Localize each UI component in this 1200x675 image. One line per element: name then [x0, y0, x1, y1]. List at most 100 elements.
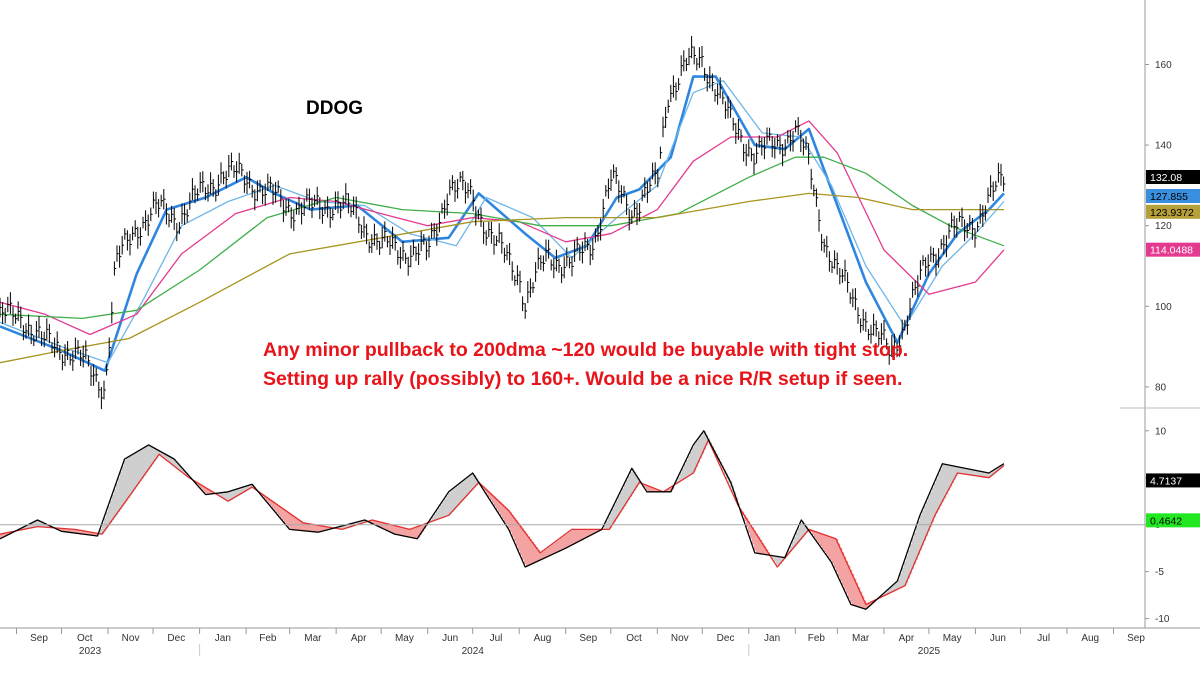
oscillator-fill-slice	[796, 532, 799, 545]
oscillator-fill-slice	[854, 578, 857, 606]
oscillator-y-tick-label: -5	[1155, 567, 1164, 578]
oscillator-fill-slice	[390, 524, 393, 532]
oscillator-fill-slice	[154, 447, 157, 462]
x-month-label: Nov	[122, 633, 140, 644]
oscillator-fill-slice	[522, 528, 525, 560]
oscillator-fill-slice	[296, 517, 299, 531]
oscillator-fill-slice	[862, 596, 865, 609]
oscillator-fill-slice	[344, 525, 347, 529]
oscillator-last-value-tag: 0.4642	[1146, 513, 1200, 528]
oscillator-fill-slice	[136, 452, 139, 487]
oscillator-fill-slice	[968, 468, 971, 475]
oscillator-fill-slice	[982, 471, 985, 477]
oscillator-fill-slice	[556, 541, 559, 553]
oscillator-fill-slice	[302, 522, 305, 531]
oscillator-fill-slice	[946, 464, 949, 495]
oscillator-fill-slice	[244, 486, 247, 492]
oscillator-fill-slice	[612, 508, 615, 526]
oscillator-fill-slice	[576, 529, 579, 543]
oscillator-fill-slice	[650, 486, 653, 492]
oscillator-fill-slice	[2, 533, 5, 538]
oscillator-fill-slice	[700, 435, 703, 459]
oscillator-fill-slice	[868, 603, 871, 608]
oscillator-fill-slice	[144, 447, 147, 476]
x-month-label: Jan	[215, 633, 231, 644]
oscillator-fill-slice	[520, 525, 523, 556]
oscillator-fill-slice	[220, 492, 223, 497]
oscillator-fill-slice	[240, 488, 243, 495]
oscillator-fill-slice	[838, 543, 841, 577]
oscillator-fill-slice	[888, 589, 891, 594]
oscillator-fill-slice	[636, 474, 639, 488]
oscillator-fill-slice	[170, 456, 173, 463]
oscillator-fill-slice	[806, 526, 809, 533]
oscillator-fill-slice	[830, 536, 833, 561]
oscillator-signal-line	[0, 439, 1005, 606]
oscillator-fill-slice	[210, 490, 213, 495]
oscillator-last-value-tag-label: 0.4642	[1150, 515, 1182, 527]
oscillator-fill-slice	[374, 520, 377, 525]
oscillator-fill-slice	[502, 504, 505, 519]
x-year-label: 2024	[462, 646, 485, 657]
oscillator-y-tick-label: 10	[1155, 426, 1167, 437]
oscillator-fill-slice	[762, 542, 765, 554]
oscillator-fill-slice	[94, 532, 97, 536]
oscillator-fill-slice	[568, 532, 571, 547]
oscillator-fill-slice	[74, 529, 77, 533]
oscillator-fill-slice	[990, 472, 993, 477]
x-month-label: May	[943, 633, 962, 644]
oscillator-fill-slice	[904, 561, 907, 587]
oscillator-fill-slice	[356, 522, 359, 526]
oscillator-fill-slice	[974, 470, 977, 476]
price-last-value-tag-bg	[1146, 189, 1200, 204]
oscillator-fill-slice	[686, 460, 689, 478]
oscillator-fill-slice	[812, 530, 815, 535]
oscillator-fill-slice	[460, 482, 463, 503]
price-y-tick-label: 100	[1155, 302, 1172, 313]
oscillator-fill-slice	[956, 466, 959, 476]
oscillator-fill-slice	[930, 492, 933, 527]
oscillator-fill-slice	[632, 468, 635, 494]
oscillator-fill-slice	[604, 524, 607, 530]
oscillator-fill-slice	[414, 527, 417, 539]
oscillator-fill-slice	[226, 492, 229, 500]
oscillator-fill-slice	[376, 520, 379, 526]
price-ma-line-2	[0, 79, 1005, 364]
oscillator-fill-slice	[886, 591, 889, 595]
oscillator-fill-slice	[0, 534, 3, 539]
oscillator-fill-slice	[678, 476, 681, 483]
oscillator-fill-slice	[410, 529, 413, 538]
oscillator-fill-slice	[340, 526, 343, 530]
oscillator-fill-slice	[78, 529, 81, 534]
price-last-value-tag: 127.855	[1146, 189, 1200, 204]
oscillator-fill-slice	[80, 530, 83, 534]
oscillator-fill-slice	[980, 471, 983, 477]
oscillator-fill-slice	[388, 523, 391, 531]
oscillator-fill-slice	[454, 487, 457, 510]
oscillator-fill-slice	[304, 522, 307, 531]
x-month-label: Oct	[626, 633, 642, 644]
oscillator-fill-slice	[500, 502, 503, 516]
oscillator-fill-slice	[238, 488, 241, 496]
oscillator-fill-slice	[434, 513, 437, 521]
price-last-value-tag: 114.0488	[1146, 242, 1200, 257]
x-month-label: Aug	[534, 633, 552, 644]
oscillator-last-value-tag-bg	[1146, 473, 1200, 488]
oscillator-fill-slice	[92, 532, 95, 536]
x-year-label: 2023	[79, 646, 102, 657]
oscillator-fill-slice	[436, 510, 439, 520]
oscillator-fill-slice	[772, 555, 775, 559]
oscillator-fill-slice	[530, 539, 533, 565]
oscillator-fill-slice	[842, 552, 845, 586]
oscillator-fill-slice	[890, 587, 893, 593]
oscillator-fill-slice	[404, 527, 407, 537]
oscillator-fill-slice	[440, 504, 443, 519]
oscillator-fill-slice	[146, 446, 149, 473]
oscillator-fill-slice	[850, 569, 853, 603]
oscillator-fill-slice	[378, 521, 381, 527]
oscillator-fill-slice	[510, 512, 513, 533]
oscillator-y-tick-label: -10	[1155, 614, 1170, 625]
oscillator-fill-slice	[926, 501, 929, 537]
oscillator-fill-slice	[634, 471, 637, 491]
